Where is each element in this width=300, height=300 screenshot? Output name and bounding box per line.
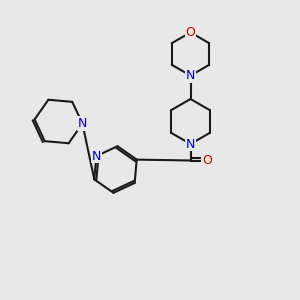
Text: N: N — [78, 117, 87, 130]
Text: N: N — [186, 137, 195, 151]
Text: N: N — [92, 150, 101, 163]
Text: O: O — [202, 154, 212, 167]
Text: N: N — [186, 69, 195, 82]
Text: O: O — [186, 26, 195, 39]
